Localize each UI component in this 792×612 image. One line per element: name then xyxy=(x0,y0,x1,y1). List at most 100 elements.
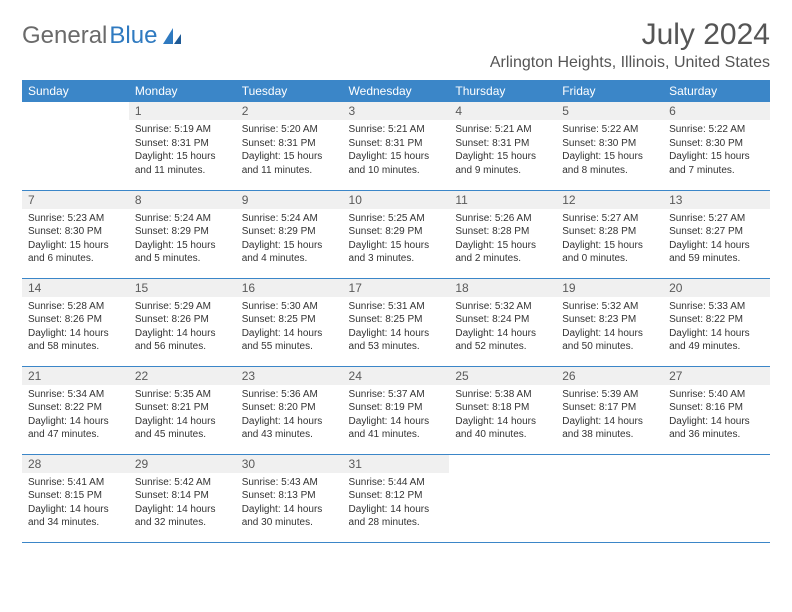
calendar-day-cell: 31Sunrise: 5:44 AM Sunset: 8:12 PM Dayli… xyxy=(343,454,450,542)
day-details: Sunrise: 5:26 AM Sunset: 8:28 PM Dayligh… xyxy=(449,209,556,270)
day-number: 18 xyxy=(449,279,556,297)
day-number: 15 xyxy=(129,279,236,297)
day-number: 6 xyxy=(663,102,770,120)
calendar-day-cell: 11Sunrise: 5:26 AM Sunset: 8:28 PM Dayli… xyxy=(449,190,556,278)
calendar-week-row: 14Sunrise: 5:28 AM Sunset: 8:26 PM Dayli… xyxy=(22,278,770,366)
day-number: 29 xyxy=(129,455,236,473)
day-details: Sunrise: 5:32 AM Sunset: 8:24 PM Dayligh… xyxy=(449,297,556,358)
day-number: 14 xyxy=(22,279,129,297)
day-number: 8 xyxy=(129,191,236,209)
weekday-header: Saturday xyxy=(663,80,770,102)
calendar-day-cell: 8Sunrise: 5:24 AM Sunset: 8:29 PM Daylig… xyxy=(129,190,236,278)
day-number: 3 xyxy=(343,102,450,120)
title-block: July 2024 Arlington Heights, Illinois, U… xyxy=(490,18,770,72)
day-details: Sunrise: 5:21 AM Sunset: 8:31 PM Dayligh… xyxy=(449,120,556,181)
calendar-day-cell: 14Sunrise: 5:28 AM Sunset: 8:26 PM Dayli… xyxy=(22,278,129,366)
day-details: Sunrise: 5:38 AM Sunset: 8:18 PM Dayligh… xyxy=(449,385,556,446)
day-details: Sunrise: 5:33 AM Sunset: 8:22 PM Dayligh… xyxy=(663,297,770,358)
calendar-day-cell: 22Sunrise: 5:35 AM Sunset: 8:21 PM Dayli… xyxy=(129,366,236,454)
day-number: 11 xyxy=(449,191,556,209)
calendar-day-cell: 12Sunrise: 5:27 AM Sunset: 8:28 PM Dayli… xyxy=(556,190,663,278)
weekday-header: Tuesday xyxy=(236,80,343,102)
day-number: 25 xyxy=(449,367,556,385)
day-details: Sunrise: 5:22 AM Sunset: 8:30 PM Dayligh… xyxy=(556,120,663,181)
calendar-day-cell: 4Sunrise: 5:21 AM Sunset: 8:31 PM Daylig… xyxy=(449,102,556,190)
day-number: 9 xyxy=(236,191,343,209)
day-number: 26 xyxy=(556,367,663,385)
calendar-week-row: 1Sunrise: 5:19 AM Sunset: 8:31 PM Daylig… xyxy=(22,102,770,190)
day-number: 10 xyxy=(343,191,450,209)
calendar-day-cell: 9Sunrise: 5:24 AM Sunset: 8:29 PM Daylig… xyxy=(236,190,343,278)
day-number: 13 xyxy=(663,191,770,209)
day-details: Sunrise: 5:36 AM Sunset: 8:20 PM Dayligh… xyxy=(236,385,343,446)
calendar-day-cell: 16Sunrise: 5:30 AM Sunset: 8:25 PM Dayli… xyxy=(236,278,343,366)
day-number: 20 xyxy=(663,279,770,297)
calendar-day-cell: 26Sunrise: 5:39 AM Sunset: 8:17 PM Dayli… xyxy=(556,366,663,454)
day-number: 5 xyxy=(556,102,663,120)
weekday-header: Thursday xyxy=(449,80,556,102)
calendar-day-cell: 28Sunrise: 5:41 AM Sunset: 8:15 PM Dayli… xyxy=(22,454,129,542)
day-number: 21 xyxy=(22,367,129,385)
day-number: 17 xyxy=(343,279,450,297)
calendar-day-cell: 29Sunrise: 5:42 AM Sunset: 8:14 PM Dayli… xyxy=(129,454,236,542)
calendar-day-cell: 10Sunrise: 5:25 AM Sunset: 8:29 PM Dayli… xyxy=(343,190,450,278)
day-number: 2 xyxy=(236,102,343,120)
day-details: Sunrise: 5:27 AM Sunset: 8:27 PM Dayligh… xyxy=(663,209,770,270)
calendar-day-cell xyxy=(449,454,556,542)
day-number: 22 xyxy=(129,367,236,385)
day-details: Sunrise: 5:29 AM Sunset: 8:26 PM Dayligh… xyxy=(129,297,236,358)
calendar-day-cell: 7Sunrise: 5:23 AM Sunset: 8:30 PM Daylig… xyxy=(22,190,129,278)
weekday-header: Friday xyxy=(556,80,663,102)
day-details: Sunrise: 5:27 AM Sunset: 8:28 PM Dayligh… xyxy=(556,209,663,270)
day-number: 19 xyxy=(556,279,663,297)
calendar-day-cell xyxy=(556,454,663,542)
day-details: Sunrise: 5:34 AM Sunset: 8:22 PM Dayligh… xyxy=(22,385,129,446)
weekday-header: Sunday xyxy=(22,80,129,102)
calendar-day-cell: 20Sunrise: 5:33 AM Sunset: 8:22 PM Dayli… xyxy=(663,278,770,366)
day-number: 30 xyxy=(236,455,343,473)
calendar-day-cell xyxy=(663,454,770,542)
weekday-header: Monday xyxy=(129,80,236,102)
day-details: Sunrise: 5:20 AM Sunset: 8:31 PM Dayligh… xyxy=(236,120,343,181)
day-details: Sunrise: 5:30 AM Sunset: 8:25 PM Dayligh… xyxy=(236,297,343,358)
day-details: Sunrise: 5:28 AM Sunset: 8:26 PM Dayligh… xyxy=(22,297,129,358)
day-details: Sunrise: 5:24 AM Sunset: 8:29 PM Dayligh… xyxy=(129,209,236,270)
day-number: 27 xyxy=(663,367,770,385)
calendar-day-cell: 23Sunrise: 5:36 AM Sunset: 8:20 PM Dayli… xyxy=(236,366,343,454)
calendar-day-cell: 2Sunrise: 5:20 AM Sunset: 8:31 PM Daylig… xyxy=(236,102,343,190)
brand-part1: General xyxy=(22,22,107,50)
day-details: Sunrise: 5:25 AM Sunset: 8:29 PM Dayligh… xyxy=(343,209,450,270)
day-details: Sunrise: 5:37 AM Sunset: 8:19 PM Dayligh… xyxy=(343,385,450,446)
day-details: Sunrise: 5:40 AM Sunset: 8:16 PM Dayligh… xyxy=(663,385,770,446)
calendar-week-row: 7Sunrise: 5:23 AM Sunset: 8:30 PM Daylig… xyxy=(22,190,770,278)
calendar-header-row: SundayMondayTuesdayWednesdayThursdayFrid… xyxy=(22,80,770,102)
day-number: 7 xyxy=(22,191,129,209)
day-details: Sunrise: 5:32 AM Sunset: 8:23 PM Dayligh… xyxy=(556,297,663,358)
calendar-day-cell: 19Sunrise: 5:32 AM Sunset: 8:23 PM Dayli… xyxy=(556,278,663,366)
weekday-header: Wednesday xyxy=(343,80,450,102)
calendar-day-cell: 24Sunrise: 5:37 AM Sunset: 8:19 PM Dayli… xyxy=(343,366,450,454)
day-details: Sunrise: 5:44 AM Sunset: 8:12 PM Dayligh… xyxy=(343,473,450,534)
day-number: 23 xyxy=(236,367,343,385)
day-number: 1 xyxy=(129,102,236,120)
logo-sail-icon xyxy=(161,26,183,46)
day-number: 31 xyxy=(343,455,450,473)
calendar-day-cell: 30Sunrise: 5:43 AM Sunset: 8:13 PM Dayli… xyxy=(236,454,343,542)
day-details: Sunrise: 5:42 AM Sunset: 8:14 PM Dayligh… xyxy=(129,473,236,534)
calendar-day-cell: 13Sunrise: 5:27 AM Sunset: 8:27 PM Dayli… xyxy=(663,190,770,278)
day-details: Sunrise: 5:35 AM Sunset: 8:21 PM Dayligh… xyxy=(129,385,236,446)
calendar-week-row: 21Sunrise: 5:34 AM Sunset: 8:22 PM Dayli… xyxy=(22,366,770,454)
day-details: Sunrise: 5:43 AM Sunset: 8:13 PM Dayligh… xyxy=(236,473,343,534)
day-number: 16 xyxy=(236,279,343,297)
calendar-table: SundayMondayTuesdayWednesdayThursdayFrid… xyxy=(22,80,770,543)
calendar-day-cell: 15Sunrise: 5:29 AM Sunset: 8:26 PM Dayli… xyxy=(129,278,236,366)
day-details: Sunrise: 5:39 AM Sunset: 8:17 PM Dayligh… xyxy=(556,385,663,446)
day-number: 24 xyxy=(343,367,450,385)
calendar-day-cell: 6Sunrise: 5:22 AM Sunset: 8:30 PM Daylig… xyxy=(663,102,770,190)
calendar-body: 1Sunrise: 5:19 AM Sunset: 8:31 PM Daylig… xyxy=(22,102,770,542)
calendar-day-cell: 25Sunrise: 5:38 AM Sunset: 8:18 PM Dayli… xyxy=(449,366,556,454)
day-number: 4 xyxy=(449,102,556,120)
day-details: Sunrise: 5:22 AM Sunset: 8:30 PM Dayligh… xyxy=(663,120,770,181)
day-details: Sunrise: 5:19 AM Sunset: 8:31 PM Dayligh… xyxy=(129,120,236,181)
day-details: Sunrise: 5:31 AM Sunset: 8:25 PM Dayligh… xyxy=(343,297,450,358)
